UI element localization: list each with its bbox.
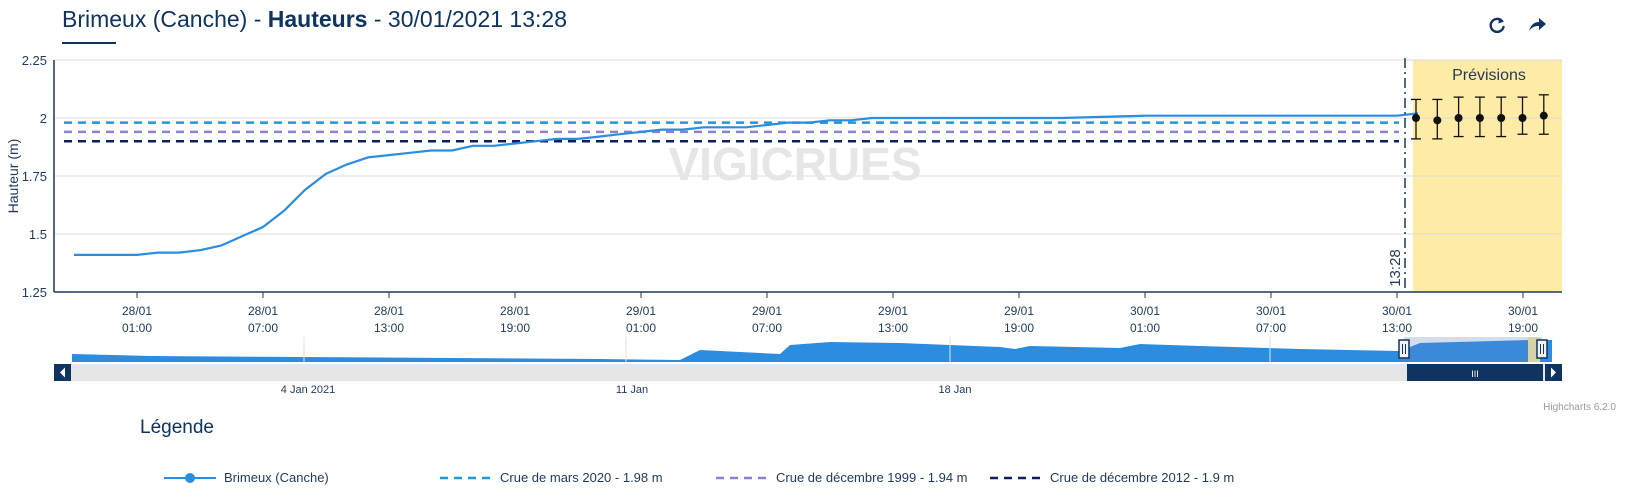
title-prefix: Brimeux (Canche) - <box>62 6 268 32</box>
legend-line-symbol <box>164 472 216 483</box>
legend-label: Crue de mars 2020 - 1.98 m <box>500 470 663 485</box>
share-arrow-icon <box>1529 18 1546 31</box>
y-tick-label: 1.5 <box>29 227 47 242</box>
forecast-point <box>1412 114 1420 122</box>
scrollbar-right-arrow-icon <box>1551 367 1556 378</box>
x-tick-date: 29/01 <box>752 304 782 318</box>
navigator-handle-right[interactable] <box>1536 339 1548 359</box>
x-tick-time: 07:00 <box>248 321 278 335</box>
refresh-button[interactable] <box>1486 14 1508 36</box>
x-tick-date: 30/01 <box>1130 304 1160 318</box>
x-tick-time: 19:00 <box>500 321 530 335</box>
y-tick-label: 2 <box>40 111 47 126</box>
x-tick-time: 01:00 <box>626 321 656 335</box>
x-tick-time: 01:00 <box>122 321 152 335</box>
x-tick-date: 28/01 <box>248 304 278 318</box>
x-tick-date: 29/01 <box>878 304 908 318</box>
x-tick-date: 30/01 <box>1508 304 1538 318</box>
x-tick-time: 13:00 <box>374 321 404 335</box>
title-underline <box>62 42 116 44</box>
navigator-handle-left[interactable] <box>1398 339 1410 359</box>
navigator-area <box>72 340 1552 362</box>
x-tick-date: 29/01 <box>1004 304 1034 318</box>
legend-item-brimeux[interactable]: Brimeux (Canche) <box>164 470 329 485</box>
refresh-icon <box>1489 17 1505 34</box>
x-tick-date: 28/01 <box>500 304 530 318</box>
y-tick-label: 2.25 <box>22 53 47 68</box>
y-axis-title: Hauteur (m) <box>5 139 21 214</box>
scrollbar-grip: III <box>1471 369 1479 379</box>
handle-box <box>1398 339 1410 359</box>
forecast-point <box>1497 114 1506 122</box>
title-suffix: - 30/01/2021 13:28 <box>367 6 567 32</box>
x-tick-time: 13:00 <box>878 321 908 335</box>
forecast-point <box>1539 111 1548 120</box>
navigator-date-label: 4 Jan 2021 <box>281 384 335 396</box>
x-tick-time: 01:00 <box>1130 321 1160 335</box>
legend-dash-symbol <box>716 476 768 479</box>
legend-title: Légende <box>140 417 214 438</box>
scrollbar-track[interactable] <box>54 364 1562 381</box>
legend-dash-symbol <box>990 476 1042 479</box>
title-bold: Hauteurs <box>267 6 368 32</box>
x-tick-date: 28/01 <box>122 304 152 318</box>
forecast-point <box>1475 114 1484 122</box>
x-tick-date: 28/01 <box>374 304 404 318</box>
x-tick-time: 07:00 <box>752 321 782 335</box>
now-label: 13:28 <box>1387 249 1404 287</box>
navigator-date-label: 11 Jan <box>616 384 648 396</box>
highcharts-credits[interactable]: Highcharts 6.2.0 <box>1543 402 1616 413</box>
navigator-selection <box>1404 337 1542 362</box>
navigator-date-label: 18 Jan <box>938 384 971 396</box>
forecast-point <box>1454 114 1463 122</box>
y-tick-label: 1.25 <box>22 285 47 300</box>
handle-box <box>1536 339 1548 359</box>
x-tick-date: 29/01 <box>626 304 656 318</box>
vigicrues-watermark: VIGICRUES <box>668 138 921 190</box>
series-line-brimeux <box>74 112 1419 256</box>
scrollbar-left-arrow-icon <box>60 367 65 378</box>
share-button[interactable] <box>1526 14 1548 36</box>
legend-label: Brimeux (Canche) <box>224 470 329 485</box>
x-tick-date: 30/01 <box>1256 304 1286 318</box>
legend-label: Crue de décembre 1999 - 1.94 m <box>776 470 968 485</box>
legend-item-crue-1999[interactable]: Crue de décembre 1999 - 1.94 m <box>716 470 968 485</box>
x-tick-time: 07:00 <box>1256 321 1286 335</box>
forecast-point <box>1518 114 1527 122</box>
legend-item-crue-2020[interactable]: Crue de mars 2020 - 1.98 m <box>440 470 663 485</box>
legend-item-crue-2012[interactable]: Crue de décembre 2012 - 1.9 m <box>990 470 1234 485</box>
x-tick-time: 19:00 <box>1508 321 1538 335</box>
forecast-point <box>1433 116 1442 125</box>
x-tick-time: 19:00 <box>1004 321 1034 335</box>
legend-dash-symbol <box>440 476 492 479</box>
forecast-label: Prévisions <box>1452 67 1526 84</box>
chart-title: Brimeux (Canche) - Hauteurs - 30/01/2021… <box>62 6 567 33</box>
scrollbar-thumb[interactable] <box>1407 364 1543 381</box>
x-tick-time: 13:00 <box>1382 321 1412 335</box>
legend-label: Crue de décembre 2012 - 1.9 m <box>1050 470 1235 485</box>
y-tick-label: 1.75 <box>22 169 47 184</box>
x-tick-date: 30/01 <box>1382 304 1412 318</box>
